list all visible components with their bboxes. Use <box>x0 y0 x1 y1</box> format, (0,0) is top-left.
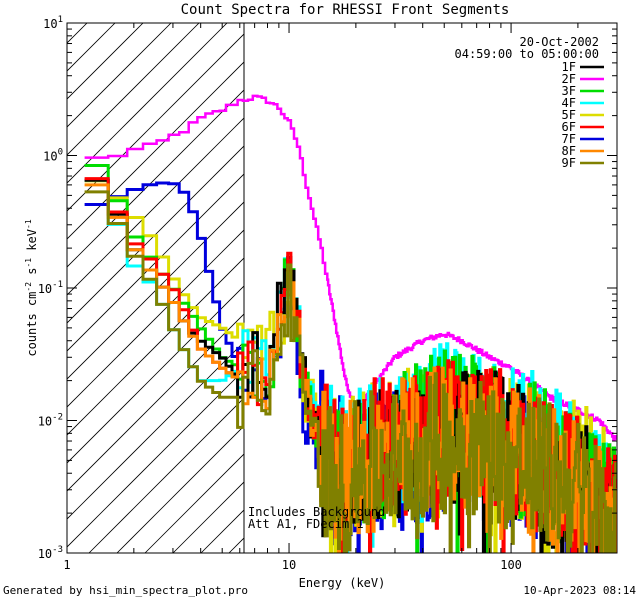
legend-label-1F: 1F <box>562 60 576 74</box>
x-axis-label: Energy (keV) <box>299 576 386 590</box>
hatch-line <box>67 313 244 492</box>
hatch-line <box>67 89 244 268</box>
date-label: 20-Oct-2002 <box>520 35 599 49</box>
hatch-line <box>67 61 244 240</box>
hatch-line <box>67 23 144 100</box>
legend-label-3F: 3F <box>562 84 576 98</box>
x-tick-label-10: 10 <box>282 558 296 572</box>
legend: 1F 2F 3F 4F 5F 6F 7F 8F 9F <box>562 60 604 170</box>
legend-label-2F: 2F <box>562 72 576 86</box>
axis-ticks <box>66 23 618 554</box>
legend-label-8F: 8F <box>562 144 576 158</box>
annotation-attenuator: Att A1, FDecim 1 <box>248 517 364 531</box>
y-tick-label-1e0: 100 <box>43 148 63 164</box>
y-tick-label-1e-3: 10-3 <box>38 545 63 561</box>
hatch-line <box>67 23 200 156</box>
series-group <box>84 94 617 553</box>
x-tick-label-100: 100 <box>500 558 522 572</box>
footer-generated-by: Generated by hsi_min_spectra_plot.pro <box>3 584 248 597</box>
y-axis-label: counts cm-2 s-1 keV-1 <box>24 219 39 356</box>
time-range-label: 04:59:00 to 05:00:00 <box>455 47 600 61</box>
hatch-line <box>67 285 244 464</box>
series-9F <box>84 190 617 553</box>
y-tick-label-1e-2: 10-2 <box>38 413 63 429</box>
hatch-line <box>67 201 244 380</box>
hatch-line <box>67 341 244 520</box>
hatch-line <box>67 369 244 548</box>
hatch-line <box>67 145 244 324</box>
chart-title: Count Spectra for RHESSI Front Segments <box>181 2 510 18</box>
hatched-region <box>0 0 244 553</box>
hatch-line <box>67 173 244 352</box>
x-tick-label-1: 1 <box>63 558 70 572</box>
legend-label-5F: 5F <box>562 108 576 122</box>
hatch-line <box>67 23 116 72</box>
legend-label-7F: 7F <box>562 132 576 146</box>
legend-label-9F: 9F <box>562 156 576 170</box>
series-2F <box>84 94 617 442</box>
legend-label-4F: 4F <box>562 96 576 110</box>
hatch-line <box>0 0 17 553</box>
y-tick-labels: 10-3 10-2 10-1 100 101 <box>38 15 63 561</box>
hatch-line <box>67 23 228 184</box>
y-tick-label-1e-1: 10-1 <box>38 280 63 296</box>
hatch-line <box>67 23 172 128</box>
hatch-line <box>116 425 244 553</box>
hatch-line <box>0 0 129 553</box>
annotation-background: Includes Background <box>248 505 385 519</box>
hatch-line <box>88 397 244 553</box>
hatch-line <box>67 229 244 408</box>
hatch-line <box>67 117 244 296</box>
legend-label-6F: 6F <box>562 120 576 134</box>
hatch-line <box>67 23 88 44</box>
y-tick-label-1e1: 101 <box>43 15 63 31</box>
hatch-line <box>67 33 244 212</box>
footer-timestamp: 10-Apr-2023 08:14 <box>523 584 636 597</box>
